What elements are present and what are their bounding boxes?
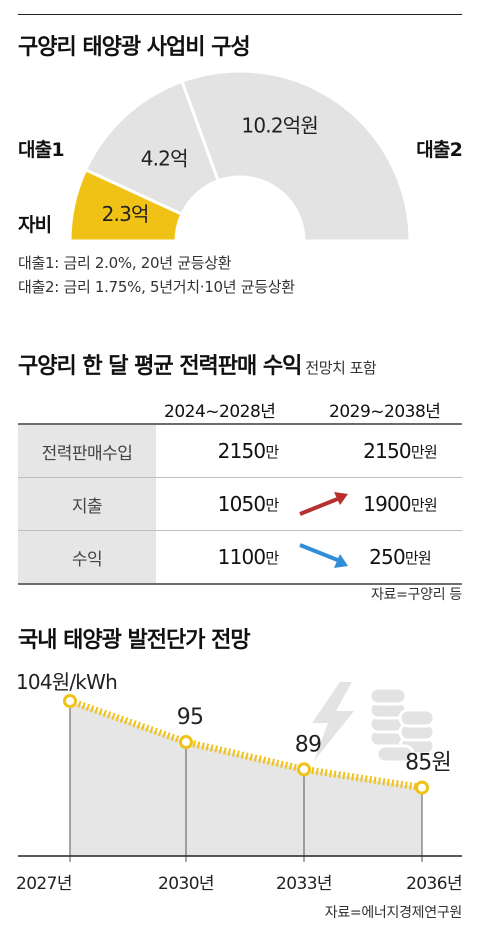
data-point [415,780,429,795]
table-row: 지출 1050 만 1900 만원 [18,478,462,531]
top-rule [18,14,462,15]
donut-category-label: 자비 [18,214,51,236]
point-value-label: 85원 [405,751,451,776]
trend-down-arrow-icon [299,543,348,568]
cell-value: 250 [369,545,406,569]
cell-unit: 만원 [404,548,432,567]
x-tick-label: 2027년 [16,874,72,894]
section1-title: 구양리 태양광 사업비 구성 [18,35,251,60]
cell-period1: 1100 만 [188,531,308,583]
donut-value-label: 10.2억원 [241,114,318,138]
cell-unit: 만 [265,548,279,567]
x-tick-label: 2036년 [406,874,462,894]
point-value-label: 95 [177,705,203,730]
row-label: 수익 [18,531,156,583]
donut-category-label: 대출1 [18,139,64,161]
x-tick-label: 2033년 [276,874,332,894]
data-point [297,762,311,777]
cell-value: 1100 [217,545,266,569]
data-point [179,735,193,750]
table-row: 수익 1100 만 250 만원 [18,531,462,585]
cell-unit: 만원 [410,495,438,514]
cell-unit: 만원 [410,442,438,461]
coin-stack-icon [368,686,436,764]
donut-value-label: 2.3억 [102,202,149,226]
cell-value: 1050 [217,492,266,516]
loan1-note: 대출1: 금리 2.0%, 20년 균등상환 [18,254,232,272]
donut-value-label: 4.2억 [141,147,188,171]
loan-notes: 대출1: 금리 2.0%, 20년 균등상환 대출2: 금리 1.75%, 5년… [18,251,295,299]
cell-period2: 250 만원 [338,531,462,583]
price-line-chart: 104원/kWh 95 89 85원 2027년 2030년 2033년 2036년 [16,670,463,894]
chart-source: 자료=에너지경제연구원 [324,905,463,921]
section3-title: 국내 태양광 발전단가 전망 [18,628,251,653]
x-tick-label: 2030년 [158,874,214,894]
section2-title: 구양리 한 달 평균 전력판매 수익 전망치 포함 [18,348,377,380]
section2-subtitle: 전망치 포함 [305,359,377,377]
section2-title-text: 구양리 한 달 평균 전력판매 수익 [18,354,302,379]
loan2-note: 대출2: 금리 1.75%, 5년거치·10년 균등상환 [18,278,295,296]
lightning-icon [312,682,354,761]
cell-unit: 만 [265,495,279,514]
cell-period2: 2150 만원 [338,425,462,477]
cell-period2: 1900 만원 [338,478,462,530]
column-header-period2: 2029~2038년 [329,402,441,422]
point-value-label: 104원/kWh [16,670,117,694]
cell-unit: 만 [265,442,279,461]
donut-slice-2 [83,79,221,217]
column-header-period1: 2024~2028년 [164,402,276,422]
cell-value: 2150 [217,439,266,463]
row-label: 전력판매수입 [18,425,156,477]
point-value-label: 89 [295,732,321,757]
cell-period1: 1050 만 [188,478,308,530]
data-point [63,694,77,708]
trend-up-arrow-icon [299,492,348,516]
donut-slice-3 [180,69,412,243]
cell-value: 1900 [363,492,411,516]
table-row: 전력판매수입 2150 만 2150 만원 [18,423,462,478]
row-label: 지출 [18,478,156,530]
table-source: 자료=구양리 등 [370,587,462,603]
cell-period1: 2150 만 [188,425,308,477]
area-fill [70,701,422,856]
donut-category-label: 대출2 [416,139,462,161]
cell-value: 2150 [363,439,411,463]
